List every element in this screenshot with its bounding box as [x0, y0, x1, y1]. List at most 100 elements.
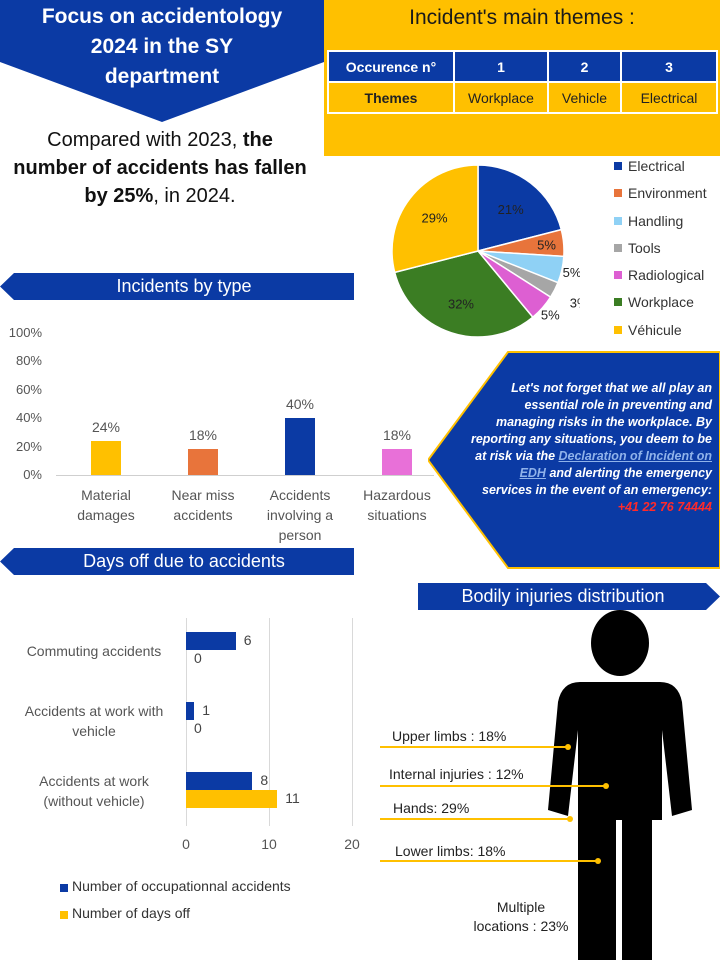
pie-legend-item: Tools — [614, 240, 707, 267]
days-off-banner-shape — [0, 548, 354, 575]
legend-label: Tools — [628, 239, 661, 256]
bar — [285, 418, 315, 475]
themes-cell: Vehicle — [547, 81, 622, 114]
callout-text-middle: and alerting the emergency services in t… — [482, 466, 712, 497]
pie-value-label: 3% — [570, 296, 580, 311]
legend-swatch — [614, 243, 622, 252]
days-off-bar-chart: 0 10 20 Commuting accidents 6 0 Accidents at w… — [0, 590, 380, 930]
pie-legend-item: Electrical — [614, 158, 707, 185]
pie-slice-workplace — [393, 250, 534, 338]
safety-callout: Let's not forget that we all play an ess… — [468, 380, 712, 516]
bar-value-label: 40% — [285, 396, 315, 413]
incidents-by-type-title: Incidents by type — [116, 276, 252, 296]
x-tick-label: 10 — [261, 836, 277, 852]
legend-label: Handling — [628, 212, 684, 229]
title-banner-shape — [0, 0, 324, 122]
pie-value-label: 29% — [421, 210, 447, 225]
themes-header-cell: 2 — [547, 50, 622, 83]
callout-text-before: Let's not forget that we all play an ess… — [470, 381, 712, 463]
hbar-legend-label: Number of days off — [72, 905, 191, 921]
pie-slice-electrical — [477, 164, 563, 252]
bar-category-label: Hazardous situations — [363, 487, 431, 523]
pie-legend-item: Véhicule — [614, 322, 707, 349]
bar — [188, 449, 218, 475]
themes-cell: Themes — [327, 81, 455, 114]
pie-legend-item: Workplace — [614, 294, 707, 321]
hbar-category-label: Commuting accidents — [26, 643, 162, 659]
hbar-accidents — [186, 772, 253, 790]
bar — [382, 449, 412, 475]
legend-swatch — [614, 298, 622, 307]
pie-legend-item: Handling — [614, 213, 707, 240]
declaration-link[interactable]: Declaration of Incident on EDH — [519, 449, 712, 480]
injury-label: Lower limbs: 18% — [395, 843, 506, 859]
hbar-value-label: 8 — [260, 772, 269, 788]
x-tick-label: 0 — [182, 836, 190, 852]
pie-slice-véhicule — [391, 164, 479, 274]
pie-value-label: 5% — [563, 265, 580, 280]
legend-swatch — [614, 189, 622, 198]
themes-cell: Electrical — [620, 81, 718, 114]
incidents-bar-chart: 0% 20% 40% 60% 80% 100% 24% Material damages 18%… — [0, 320, 440, 550]
hbar-category-label: Accidents at work (without vehicle) — [39, 773, 149, 809]
injury-label: Internal injuries : 12% — [389, 766, 524, 782]
hbar-legend-swatch — [60, 911, 68, 919]
pie-value-label: 32% — [448, 296, 474, 311]
emergency-phone: +41 22 76 74444 — [617, 500, 712, 514]
comparison-text: Compared with 2023, the number of accide… — [10, 126, 310, 210]
y-tick-label: 40% — [15, 410, 42, 426]
y-tick-label: 100% — [8, 325, 42, 340]
themes-header-cell: 3 — [620, 50, 718, 83]
injury-label: Hands: 29% — [393, 800, 470, 816]
bodily-injuries-title: Bodily injuries distribution — [461, 586, 665, 606]
pie-value-label: 5% — [541, 308, 560, 323]
comparison-bold: the number of accidents has fallen by 25… — [13, 129, 307, 207]
themes-header-cell: Occurence n° — [327, 50, 455, 83]
x-gridline — [269, 618, 270, 826]
hbar-days-off — [186, 790, 278, 808]
legend-swatch — [614, 162, 622, 170]
bar-value-label: 24% — [91, 418, 121, 435]
days-off-title: Days off due to accidents — [83, 551, 285, 571]
human-silhouette — [548, 610, 692, 960]
themes-pie-chart: 21% 5% 5% 3% 5% 32% 29% — [391, 164, 580, 338]
hbar-legend-swatch — [60, 884, 68, 892]
themes-table: Occurence n° 1 2 3 Themes Workplace Vehi… — [327, 50, 718, 114]
pie-legend-item: Radiological — [614, 267, 707, 294]
themes-header-cell: 1 — [453, 50, 549, 83]
legend-label: Environment — [628, 185, 707, 202]
x-gridline — [352, 618, 353, 826]
themes-header-row: Occurence n° 1 2 3 — [327, 50, 718, 83]
hbar-accidents — [186, 702, 195, 720]
pie-value-label: 5% — [537, 238, 556, 253]
hbar-legend-label: Number of occupationnal accidents — [72, 878, 291, 894]
bar — [91, 440, 121, 475]
legend-swatch — [614, 271, 622, 280]
bar-category-label: Near miss accidents — [171, 487, 235, 523]
legend-label: Véhicule — [628, 321, 682, 338]
legend-swatch — [614, 216, 622, 225]
comparison-part2: , in 2024. — [153, 185, 236, 207]
incidents-banner-shape — [0, 273, 354, 300]
hbar-value-label: 1 — [202, 702, 211, 718]
page-title: Focus on accidentology 2024 in the SY de… — [41, 5, 283, 88]
y-tick-label: 80% — [15, 353, 42, 369]
x-gridline — [186, 618, 187, 826]
legend-label: Electrical — [628, 158, 685, 174]
legend-label: Radiological — [628, 267, 705, 284]
pie-legend: Electrical Environment Handling Tools Radiol… — [614, 158, 707, 349]
themes-title: Incident's main themes : — [409, 6, 635, 29]
y-tick-label: 0% — [23, 467, 42, 482]
legend-swatch — [614, 325, 622, 334]
hbar-value-label: 11 — [285, 790, 300, 806]
comparison-part1: Compared with 2023, — [47, 129, 243, 151]
bar-value-label: 18% — [382, 427, 412, 444]
legend-label: Workplace — [628, 294, 694, 311]
callout-shape — [428, 351, 720, 569]
bar-axis-line — [56, 475, 434, 476]
themes-cell: Workplace — [453, 81, 549, 114]
hbar-value-label: 0 — [194, 720, 202, 736]
y-tick-label: 60% — [15, 381, 42, 397]
pie-value-label: 21% — [498, 202, 524, 217]
hbar-accidents — [186, 632, 236, 650]
